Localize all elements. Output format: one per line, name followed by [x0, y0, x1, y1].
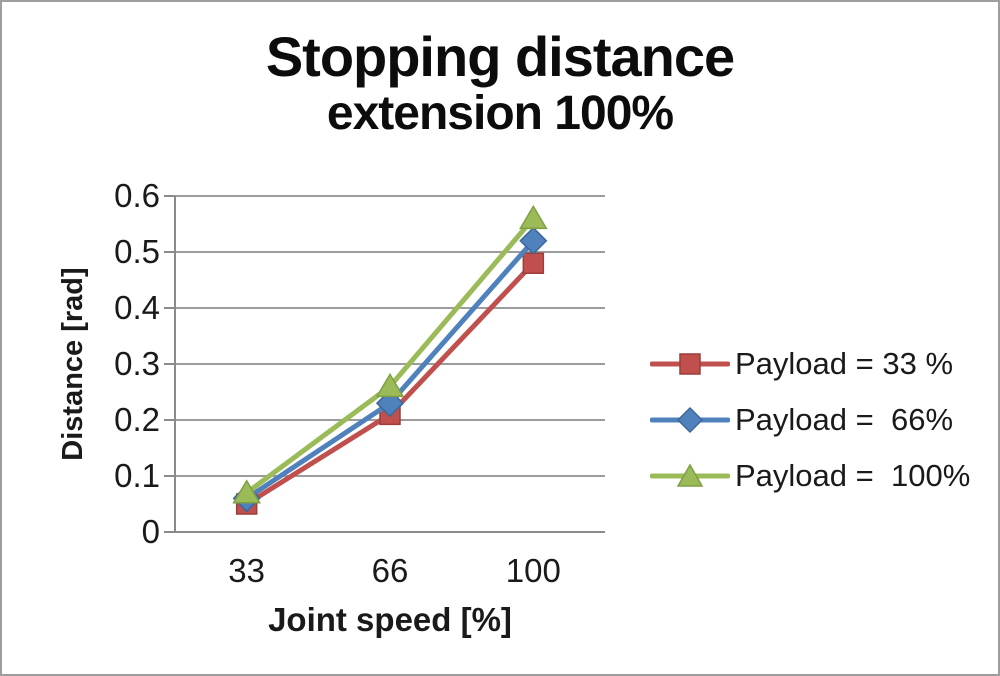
- y-tick-label: 0.2: [114, 401, 160, 438]
- x-tick-label: 66: [371, 552, 409, 589]
- y-tick-label: 0.5: [114, 233, 160, 270]
- legend-marker-diamond-icon: [650, 406, 730, 434]
- legend-marker-square-icon: [650, 353, 730, 375]
- legend-item: Payload = 100%: [650, 448, 970, 504]
- legend-marker-triangle-icon: [650, 463, 730, 487]
- chart-title-line-1: Stopping distance: [265, 25, 735, 88]
- y-tick-label: 0.4: [114, 289, 160, 326]
- legend-item: Payload = 66%: [650, 392, 970, 448]
- series-line: [244, 215, 536, 496]
- x-tick-label: 33: [228, 552, 266, 589]
- chart-title-line-2: extension 100%: [326, 86, 674, 140]
- legend-label: Payload = 33 %: [735, 346, 954, 381]
- square-marker: [522, 252, 545, 274]
- triangle-marker: [375, 372, 405, 398]
- chart-title: Stopping distance extension 100%: [2, 26, 998, 140]
- legend-item: Payload = 33 %: [650, 336, 970, 392]
- y-tick-label: 0.1: [114, 457, 160, 494]
- legend: Payload = 33 % Payload = 66% Payload = 100…: [650, 336, 970, 504]
- x-axis-title: Joint speed [%]: [268, 601, 512, 638]
- triangle-marker: [232, 479, 261, 504]
- legend-label: Payload = 100%: [735, 458, 971, 493]
- diamond-marker: [519, 226, 548, 255]
- y-tick-label: 0.6: [114, 177, 160, 214]
- y-tick-label: 0: [141, 513, 160, 550]
- y-tick-label: 0.3: [114, 345, 160, 382]
- x-tick-label: 100: [505, 552, 561, 589]
- legend-label: Payload = 66%: [735, 402, 954, 437]
- triangle-marker: [519, 204, 548, 230]
